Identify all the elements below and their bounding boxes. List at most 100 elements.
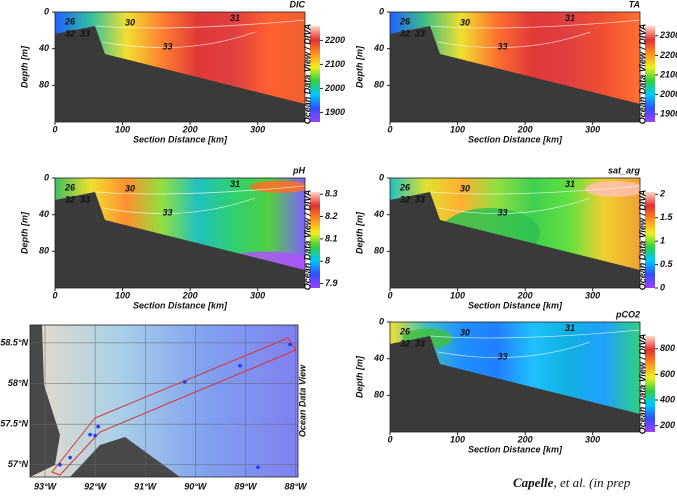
watermark: Ocean Data View / DIVA bbox=[302, 24, 312, 125]
x-tick-label: 0 bbox=[387, 434, 392, 444]
contour-label: 31 bbox=[230, 179, 240, 189]
colorbar-tick-label: 1900 bbox=[325, 107, 345, 117]
x-tick-label: 100 bbox=[450, 434, 465, 444]
section-plot bbox=[390, 178, 645, 288]
colorbar-tick-label: 2000 bbox=[659, 89, 677, 99]
y-tick-label: 80 bbox=[39, 80, 49, 90]
watermark: Ocean Data View / DIVA bbox=[637, 190, 647, 291]
y-tick-label: 40 bbox=[38, 43, 49, 53]
x-axis-label: Section Distance [km] bbox=[468, 134, 563, 144]
section-plot bbox=[55, 12, 305, 122]
y-tick-label: 57.5°N bbox=[0, 419, 28, 429]
colorbar-tick-label: 0.5 bbox=[660, 259, 674, 269]
contour-label: 31 bbox=[565, 179, 575, 189]
x-tick-label: 100 bbox=[450, 290, 465, 300]
station bbox=[288, 343, 292, 347]
x-tick-label: 93°W bbox=[34, 481, 58, 491]
colorbar-tick-label: 800 bbox=[660, 343, 675, 353]
section-plot bbox=[390, 12, 640, 122]
colorbar-tick-label: 2100 bbox=[324, 59, 345, 69]
x-tick-label: 200 bbox=[182, 290, 198, 300]
panel-title: TA bbox=[629, 0, 640, 9]
station bbox=[88, 433, 92, 437]
station bbox=[96, 425, 100, 429]
field-feature bbox=[585, 181, 645, 197]
contour-label: 26 bbox=[399, 326, 411, 336]
x-axis-label: Section Distance [km] bbox=[133, 300, 228, 310]
colorbar-tick-label: 2200 bbox=[324, 35, 345, 45]
contour-label: 32 bbox=[65, 28, 75, 38]
watermark: Ocean Data View / DIVA bbox=[637, 24, 647, 125]
colorbar-tick-label: 8 bbox=[325, 256, 330, 266]
contour-label: 31 bbox=[565, 13, 575, 23]
contour-label: 33 bbox=[80, 194, 90, 204]
y-tick-label: 80 bbox=[374, 390, 384, 400]
y-tick-label: 0 bbox=[379, 172, 384, 182]
contour-label: 33 bbox=[80, 28, 90, 38]
contour-label: 26 bbox=[64, 182, 76, 192]
y-axis-label: Depth [m] bbox=[354, 355, 364, 398]
colorbar-tick-label: 2100 bbox=[659, 69, 677, 79]
x-axis-label: Section Distance [km] bbox=[468, 444, 563, 454]
y-tick-label: 80 bbox=[39, 246, 49, 256]
contour-label: 30 bbox=[460, 17, 470, 27]
y-axis-label: Depth [m] bbox=[354, 211, 364, 254]
contour-label: 33 bbox=[162, 208, 172, 218]
contour-label: 26 bbox=[399, 182, 411, 192]
y-tick-label: 40 bbox=[373, 209, 384, 219]
contour-label: 33 bbox=[162, 42, 172, 52]
y-tick-label: 57°N bbox=[8, 459, 29, 469]
watermark: Ocean Data View bbox=[297, 364, 307, 437]
x-tick-label: 200 bbox=[517, 290, 533, 300]
contour-label: 30 bbox=[125, 183, 135, 193]
citation-rest: , et al. (in prep bbox=[553, 475, 630, 490]
sea bbox=[30, 325, 298, 477]
contour-label: 30 bbox=[460, 183, 470, 193]
colorbar-tick-label: 200 bbox=[659, 420, 675, 430]
section-plot bbox=[390, 322, 645, 433]
x-tick-label: 100 bbox=[450, 124, 465, 134]
x-axis-label: Section Distance [km] bbox=[133, 134, 228, 144]
contour-label: 33 bbox=[415, 338, 425, 348]
colorbar-tick-label: 1900 bbox=[660, 109, 677, 119]
colorbar-tick-label: 8.1 bbox=[325, 233, 338, 243]
x-tick-label: 300 bbox=[585, 290, 600, 300]
station bbox=[256, 465, 260, 469]
x-tick-label: 200 bbox=[517, 434, 533, 444]
x-tick-label: 0 bbox=[52, 124, 57, 134]
station bbox=[238, 364, 242, 368]
x-tick-label: 0 bbox=[387, 290, 392, 300]
x-tick-label: 91°W bbox=[134, 481, 158, 491]
contour-label: 33 bbox=[497, 208, 507, 218]
watermark: Ocean Data View / DIVA bbox=[637, 334, 647, 435]
y-tick-label: 58.5°N bbox=[0, 337, 28, 347]
contour-label: 30 bbox=[460, 327, 470, 337]
x-tick-label: 89°W bbox=[234, 481, 258, 491]
contour-label: 33 bbox=[415, 28, 425, 38]
colorbar-tick-label: 2200 bbox=[659, 50, 677, 60]
contour-label: 26 bbox=[64, 16, 76, 26]
x-tick-label: 200 bbox=[182, 124, 198, 134]
x-tick-label: 90°W bbox=[184, 481, 208, 491]
field-feature bbox=[250, 181, 310, 193]
section-plot bbox=[55, 178, 328, 292]
x-tick-label: 300 bbox=[585, 434, 600, 444]
station bbox=[93, 434, 97, 438]
citation-author: Capelle bbox=[513, 475, 554, 490]
x-tick-label: 0 bbox=[52, 290, 57, 300]
watermark: Ocean Data View / DIVA bbox=[302, 190, 312, 291]
y-axis-label: Depth [m] bbox=[354, 45, 364, 88]
colorbar-tick-label: 0 bbox=[660, 282, 665, 292]
contour-label: 33 bbox=[415, 194, 425, 204]
panel-title: sat_arg bbox=[608, 165, 641, 175]
x-tick-label: 100 bbox=[115, 124, 130, 134]
colorbar-tick-label: 1 bbox=[660, 236, 665, 246]
contour-label: 33 bbox=[497, 42, 507, 52]
x-axis-label: Section Distance [km] bbox=[468, 300, 563, 310]
citation: Capelle, et al. (in prep bbox=[513, 475, 631, 490]
page: 263233303331DIC010020030004080Section Di… bbox=[0, 0, 677, 502]
contour-label: 31 bbox=[565, 323, 575, 333]
contour-label: 32 bbox=[400, 338, 410, 348]
panel-title: DIC bbox=[290, 0, 306, 9]
colorbar-tick-label: 2 bbox=[659, 189, 665, 199]
